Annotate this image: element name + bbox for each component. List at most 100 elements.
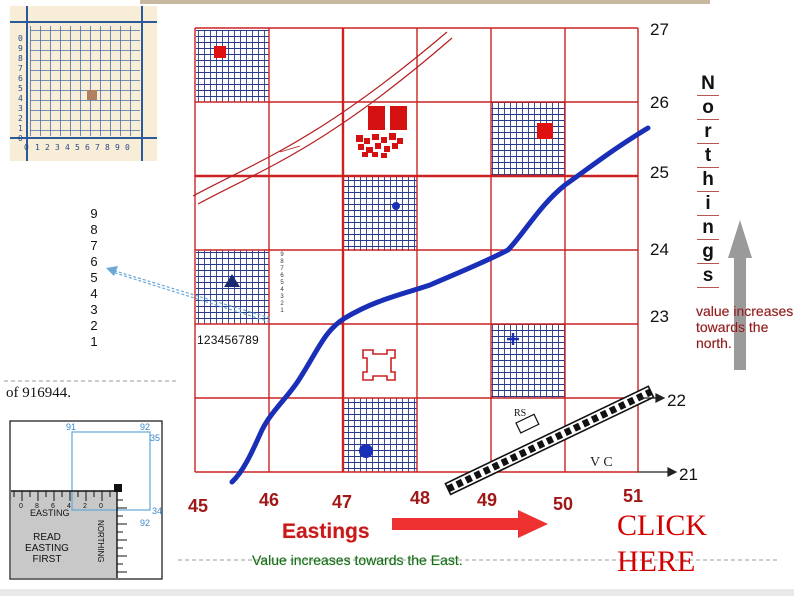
northings-title: N o r t h i n g s bbox=[697, 72, 719, 288]
instruction-line: FIRST bbox=[33, 554, 62, 565]
protractor-instruction: READ EASTING FIRST bbox=[25, 532, 69, 565]
subgrid-digit: 2 bbox=[90, 318, 98, 333]
building-cluster bbox=[356, 106, 407, 158]
blue-cross-feature bbox=[507, 333, 519, 345]
bottom-edge-strip bbox=[0, 589, 794, 596]
hatched-square bbox=[343, 177, 417, 251]
scale-digit: 4 bbox=[67, 503, 71, 510]
subgrid-digit: 8 bbox=[90, 222, 98, 237]
click-here-line[interactable]: HERE bbox=[617, 545, 696, 578]
subgrid-small-digit: 9 bbox=[280, 252, 284, 258]
northings-letter: r bbox=[697, 120, 719, 144]
northings-letter: N bbox=[697, 72, 719, 96]
northing-label: 21 bbox=[679, 465, 698, 484]
protractor-scale-digits: 0 8 6 4 2 0 bbox=[19, 503, 103, 510]
scale-digit: 6 bbox=[51, 503, 55, 510]
inset-digit: 2 bbox=[18, 114, 23, 123]
inset-digit: 6 bbox=[18, 74, 23, 83]
inset-digit: 9 bbox=[115, 143, 120, 152]
subgrid-digits-vertical: 9 8 7 6 5 4 3 2 1 bbox=[86, 206, 102, 350]
northing-arrows bbox=[638, 393, 678, 477]
inset-digit: 1 bbox=[18, 124, 23, 133]
northings-letter: i bbox=[697, 192, 719, 216]
eastings-title: Eastings bbox=[282, 520, 370, 543]
subgrid-small-digit: 1 bbox=[280, 308, 284, 314]
inset-digit: 7 bbox=[18, 64, 23, 73]
red-square-feature bbox=[537, 123, 553, 139]
northings-letter: g bbox=[697, 240, 719, 264]
scale-digit: 0 bbox=[99, 503, 103, 510]
inset-marked-cell bbox=[87, 90, 97, 100]
northings-letter: n bbox=[697, 216, 719, 240]
north-arrow bbox=[728, 220, 752, 370]
subgrid-small-digit: 8 bbox=[280, 259, 284, 265]
protractor-northing-label: 35 bbox=[150, 433, 160, 443]
click-here-line[interactable]: CLICK bbox=[617, 509, 707, 542]
instruction-line: EASTING bbox=[25, 543, 69, 554]
railway bbox=[444, 385, 655, 496]
subgrid-small-digit: 2 bbox=[280, 301, 284, 307]
scale-digit: 2 bbox=[83, 503, 87, 510]
easting-label: 50 bbox=[553, 494, 573, 514]
scale-digit: 8 bbox=[35, 503, 39, 510]
subgrid-small-digit: 3 bbox=[280, 294, 284, 300]
vc-label: V C bbox=[590, 455, 613, 470]
hatched-square bbox=[491, 102, 565, 176]
inset-digit: 4 bbox=[65, 143, 70, 152]
northings-letter: o bbox=[697, 96, 719, 120]
northing-label: 27 bbox=[650, 20, 669, 39]
inset-digit: 0 bbox=[18, 134, 23, 143]
inset-digit: 3 bbox=[55, 143, 60, 152]
river bbox=[229, 125, 651, 485]
protractor-easting-label: 91 bbox=[66, 422, 76, 432]
northing-label: 22 bbox=[667, 391, 686, 410]
subgrid-digit: 9 bbox=[90, 206, 98, 221]
subgrid-small-digit: 4 bbox=[280, 287, 284, 293]
protractor-easting-label: 92 bbox=[140, 518, 150, 528]
northing-label: 26 bbox=[650, 93, 669, 112]
red-square-feature bbox=[214, 46, 226, 58]
inset-digit: 0 bbox=[24, 143, 29, 152]
inset-digit: 6 bbox=[85, 143, 90, 152]
easting-labels: 45 46 47 48 49 50 51 bbox=[188, 486, 643, 516]
inset-digit: 5 bbox=[75, 143, 80, 152]
northing-label: 24 bbox=[650, 240, 669, 259]
triangle-feature bbox=[224, 274, 240, 287]
northings-letter: s bbox=[697, 264, 719, 288]
hatched-square bbox=[196, 30, 269, 102]
click-here-link[interactable]: CLICK HERE bbox=[617, 508, 717, 580]
hatched-squares bbox=[196, 30, 565, 472]
northings-letter: h bbox=[697, 168, 719, 192]
easting-label: 48 bbox=[410, 488, 430, 508]
inset-digit: 8 bbox=[105, 143, 110, 152]
inset-digit: 2 bbox=[45, 143, 50, 152]
railway-station bbox=[515, 413, 540, 434]
protractor-northing-scale-label: NORTHING bbox=[96, 520, 105, 563]
romer-protractor bbox=[9, 420, 163, 580]
subgrid-digit: 7 bbox=[90, 238, 98, 253]
easting-label: 46 bbox=[259, 490, 279, 510]
fort-outline-feature bbox=[362, 349, 396, 381]
easting-label: 49 bbox=[477, 490, 497, 510]
subgrid-digit: 3 bbox=[90, 302, 98, 317]
inset-digit: 8 bbox=[18, 54, 23, 63]
inset-digit: 1 bbox=[35, 143, 40, 152]
inset-axis-digits: 0 1 2 3 4 5 6 7 8 9 0 0 1 2 3 4 5 6 7 8 … bbox=[18, 34, 130, 152]
inset-digit: 5 bbox=[18, 84, 23, 93]
subgrid-digits-small: 9 8 7 6 5 4 3 2 1 bbox=[278, 252, 286, 315]
top-edge-strip bbox=[140, 0, 710, 4]
blue-dot-feature bbox=[392, 202, 400, 210]
inset-digit: 0 bbox=[125, 143, 130, 152]
protractor-easting-label: 92 bbox=[140, 422, 150, 432]
inset-digit: 3 bbox=[18, 104, 23, 113]
separator-lines bbox=[4, 380, 780, 561]
northings-note: value increases towards the north. bbox=[696, 303, 794, 351]
scale-digit: 0 bbox=[19, 503, 23, 510]
instruction-line: READ bbox=[33, 532, 61, 543]
inset-grid-reference bbox=[10, 6, 157, 161]
pointer-arrow bbox=[111, 269, 271, 323]
northings-letter: t bbox=[697, 144, 719, 168]
main-grid bbox=[194, 27, 639, 473]
subgrid-small-digit: 6 bbox=[280, 273, 284, 279]
blue-circle-feature bbox=[359, 444, 373, 458]
